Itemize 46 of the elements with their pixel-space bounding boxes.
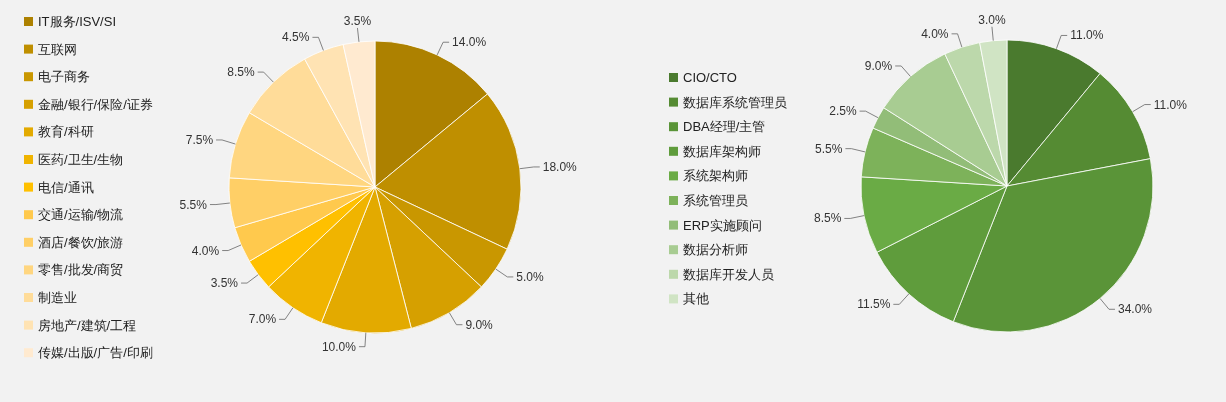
legend-label: 交通/运输/物流	[38, 207, 124, 223]
legend-label: 其他	[683, 291, 709, 307]
data-label: 8.5%	[813, 211, 842, 226]
legend-label: 互联网	[38, 41, 77, 57]
data-label: 3.5%	[210, 276, 239, 291]
legend-label: 系统管理员	[683, 193, 748, 208]
legend-label: CIO/CTO	[683, 70, 737, 85]
data-label: 4.5%	[282, 30, 310, 45]
legend-label: 金融/银行/保险/证券	[38, 96, 153, 112]
data-label: 5.0%	[516, 269, 545, 284]
legend-label: 零售/批发/商贸	[38, 262, 124, 278]
legend-label: 传媒/出版/广告/印刷	[38, 345, 153, 361]
data-label: 3.5%	[343, 13, 372, 28]
legend-label: DBA经理/主管	[683, 119, 766, 135]
legend-label: 教育/科研	[38, 124, 94, 140]
data-label: 10.0%	[321, 339, 357, 354]
legend-label: 数据库系统管理员	[683, 94, 787, 110]
data-label: 14.0%	[452, 35, 487, 50]
legend-label: ERP实施顾问	[683, 217, 762, 233]
legend-label: 电子商务	[38, 69, 90, 85]
data-label: 5.5%	[179, 197, 208, 212]
data-label: 18.0%	[542, 159, 578, 174]
data-label: 4.0%	[191, 243, 220, 258]
data-label: 9.0%	[465, 317, 494, 332]
legend-label: IT服务/ISV/SI	[38, 14, 117, 29]
data-label: 4.0%	[921, 26, 949, 41]
data-label: 11.0%	[1153, 97, 1188, 112]
legend-label: 系统架构师	[683, 168, 748, 184]
legend-label: 数据库开发人员	[683, 266, 774, 282]
legend-label: 制造业	[38, 290, 77, 305]
data-label: 9.0%	[864, 58, 893, 73]
data-label: 8.5%	[227, 65, 255, 80]
data-label: 5.5%	[815, 141, 843, 156]
legend-label: 医药/卫生/生物	[38, 152, 124, 167]
data-label: 34.0%	[1117, 302, 1153, 317]
legend-label: 房地产/建筑/工程	[38, 317, 137, 333]
legend-label: 电信/通讯	[38, 179, 94, 195]
legend-label: 数据库架构师	[683, 143, 761, 159]
data-label: 7.0%	[248, 312, 277, 327]
data-label: 11.5%	[857, 297, 891, 312]
data-label: 3.0%	[978, 12, 1006, 27]
legend-label: 酒店/餐饮/旅游	[38, 234, 124, 250]
data-label: 2.5%	[829, 104, 857, 119]
legend-label: 数据分析师	[683, 242, 748, 258]
data-label: 7.5%	[185, 132, 214, 147]
data-label: 11.0%	[1070, 28, 1104, 43]
